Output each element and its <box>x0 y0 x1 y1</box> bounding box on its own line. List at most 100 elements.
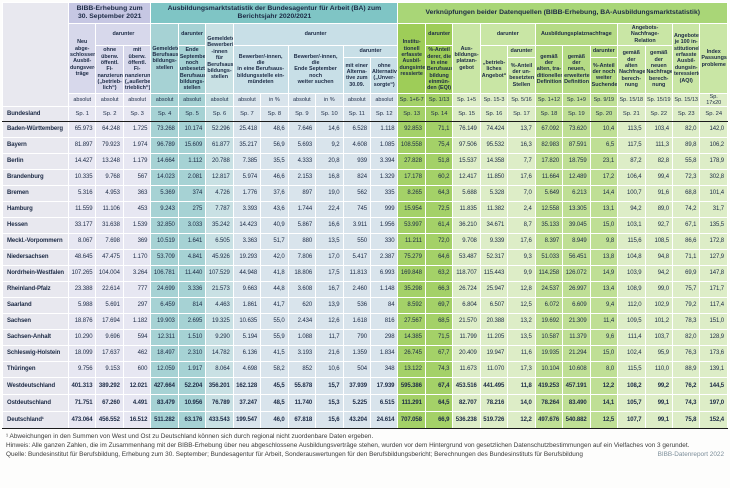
cell-sp-12: 1.834 <box>369 344 399 362</box>
cell-sp-14: 67,4 <box>424 376 454 395</box>
cell-sp-8: 37,6 <box>260 184 289 202</box>
cell-sp-22: 82,8 <box>644 152 673 170</box>
cell-sp-22: 89,0 <box>644 200 673 218</box>
cell-sp-14: 75,4 <box>424 136 454 154</box>
table-row: Sachsen-Anhalt 10.290 9.696 594 12.311 1.510 9… <box>2 328 728 346</box>
cell-sp-11: 1.359 <box>342 344 371 362</box>
cell-sp-12: 1.329 <box>369 168 399 186</box>
cell-sp-20: 8,0 <box>589 360 619 378</box>
sp-number-cell: Sp. 18 <box>534 105 564 122</box>
col4-header: Gemeldete Berufsaus- bildungs- stellen <box>150 23 179 94</box>
cell-sp-21: 94,2 <box>617 200 646 218</box>
cell-sp-10: 9,2 <box>315 136 344 154</box>
cell-sp-8: 41,8 <box>260 264 289 282</box>
cell-sp-11: 3.911 <box>342 216 371 234</box>
cell-sp-6: 61.877 <box>205 136 234 154</box>
cell-sp-18: 67.092 <box>534 120 564 138</box>
unit-cell: absolut <box>369 92 399 107</box>
darunter-label: darunter <box>342 45 399 58</box>
cell-sp-23: 75,7 <box>671 280 701 298</box>
cell-sp-3: 12.021 <box>122 376 152 395</box>
cell-sp-15: 453.516 <box>452 376 481 395</box>
cell-sp-6: 356.201 <box>205 376 234 395</box>
cell-sp-12: 17.939 <box>369 376 399 395</box>
cell-sp-3: 1.182 <box>122 312 152 330</box>
cell-sp-8: 55,9 <box>260 328 289 346</box>
cell-sp-10: 15,6 <box>315 410 344 429</box>
cell-sp-13: 75.279 <box>397 248 426 266</box>
cell-sp-2: 22.614 <box>95 280 124 298</box>
cell-sp-18: 10.104 <box>534 360 564 378</box>
cell-sp-18: 82.983 <box>534 136 564 154</box>
cell-sp-17: 9,3 <box>507 248 536 266</box>
table-body: Baden-Württemberg 65.973 64.248 1.725 73.268… <box>2 120 728 429</box>
cell-sp-18: 6.072 <box>534 296 564 314</box>
cell-sp-10: 13,5 <box>315 232 344 250</box>
cell-sp-20: 23,1 <box>589 152 619 170</box>
cell-sp-3: 567 <box>122 168 152 186</box>
cell-sp-1: 401.313 <box>67 376 97 395</box>
row-label: Westdeutschland <box>2 376 69 395</box>
col3-header: mit überw. öffentl. Fi- nanzierung („auß… <box>122 45 152 94</box>
cell-sp-5: 2.081 <box>177 168 207 186</box>
cell-sp-1: 8.067 <box>67 232 97 250</box>
col23-header: Angebote je 100 in- stitutionell erfasst… <box>671 23 701 94</box>
cell-sp-13: 15.954 <box>397 200 426 218</box>
cell-sp-21: 113,5 <box>617 120 646 138</box>
cell-sp-24: 142,0 <box>699 120 728 138</box>
sp-number-cell: Sp. 6 <box>205 105 234 122</box>
cell-sp-9: 67.818 <box>287 410 317 429</box>
cell-sp-6: 4.726 <box>205 184 234 202</box>
cell-sp-4: 12.059 <box>150 360 179 378</box>
sp-number-cell: Sp. 22 <box>644 105 673 122</box>
cell-sp-13: 92.853 <box>397 120 426 138</box>
cell-sp-17: 11,8 <box>507 376 536 395</box>
cell-sp-11: 824 <box>342 168 371 186</box>
sp-number-cell: Sp. 11 <box>342 105 371 122</box>
cell-sp-20: 15,0 <box>589 216 619 234</box>
row-label: Ostdeutschland <box>2 393 69 412</box>
cell-sp-6: 12.817 <box>205 168 234 186</box>
cell-sp-7: 6.136 <box>232 344 262 362</box>
cell-sp-3: 600 <box>122 360 152 378</box>
summary-row: Westdeutschland 401.313 389.292 12.021 427.6… <box>2 376 728 395</box>
cell-sp-5: 1.510 <box>177 328 207 346</box>
cell-sp-24: 302,8 <box>699 168 728 186</box>
cell-sp-2: 17.694 <box>95 312 124 330</box>
cell-sp-21: 108,2 <box>617 376 646 395</box>
cell-sp-11: 5.417 <box>342 248 371 266</box>
cell-sp-22: 101,2 <box>644 312 673 330</box>
cell-sp-7: 5.974 <box>232 168 262 186</box>
cell-sp-1: 473.064 <box>67 410 97 429</box>
cell-sp-17: 7,0 <box>507 184 536 202</box>
group1-title: BIBB-Erhebung zum 30. September 2021 <box>67 2 152 24</box>
cell-sp-18: 5.649 <box>534 184 564 202</box>
cell-sp-11: 4.608 <box>342 136 371 154</box>
cell-sp-16: 34.671 <box>479 216 509 234</box>
cell-sp-15: 53.487 <box>452 248 481 266</box>
cell-sp-17: 9,9 <box>507 264 536 282</box>
cell-sp-6: 8.064 <box>205 360 234 378</box>
cell-sp-23: 75,8 <box>671 410 701 429</box>
row-label: Nordrhein-Westfalen <box>2 264 69 282</box>
cell-sp-23: 79,2 <box>671 296 701 314</box>
cell-sp-21: 103,1 <box>617 216 646 234</box>
cell-sp-16: 25.947 <box>479 280 509 298</box>
cell-sp-16: 52.317 <box>479 248 509 266</box>
cell-sp-9: 11.740 <box>287 393 317 412</box>
cell-sp-5: 15.609 <box>177 136 207 154</box>
sp-number-cell: Sp. 16 <box>479 105 509 122</box>
cell-sp-18: 19.692 <box>534 312 564 330</box>
cell-sp-6: 4.463 <box>205 296 234 314</box>
cell-sp-15: 97.506 <box>452 136 481 154</box>
darunter-label: darunter <box>424 22 454 47</box>
cell-sp-21: 112,0 <box>617 296 646 314</box>
cell-sp-5: 52.204 <box>177 376 207 395</box>
cell-sp-4: 106.781 <box>150 264 179 282</box>
cell-sp-2: 5.691 <box>95 296 124 314</box>
sp-number-cell: Sp. 1 <box>67 105 97 122</box>
cell-sp-2: 17.637 <box>95 344 124 362</box>
cell-sp-14: 72,0 <box>424 232 454 250</box>
col22-header: gemäß der neuen Nachfrage- berech- nung <box>644 45 673 94</box>
cell-sp-22: 92,7 <box>644 216 673 234</box>
